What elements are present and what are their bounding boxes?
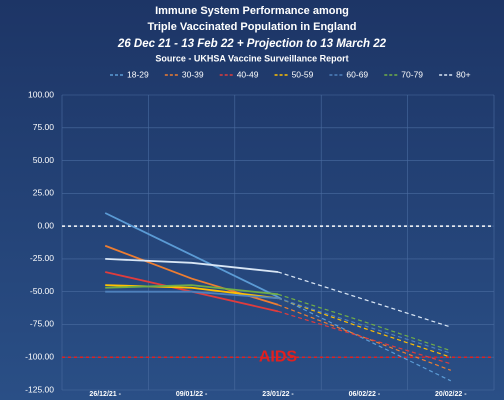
projection-line bbox=[277, 297, 451, 358]
projection-line bbox=[277, 293, 451, 352]
series-line bbox=[105, 290, 279, 300]
y-tick-label: 0.00 bbox=[37, 220, 54, 230]
legend-label: 50-59 bbox=[292, 69, 314, 79]
projection-line bbox=[277, 304, 452, 371]
reference-label: AIDS bbox=[259, 348, 298, 365]
x-tick-label: 20/02/22 - bbox=[435, 391, 467, 398]
legend-label: 80+ bbox=[456, 69, 470, 79]
legend-label: 18-29 bbox=[127, 69, 149, 79]
chart-source: Source - UKHSA Vaccine Surveillance Repo… bbox=[155, 53, 348, 63]
projection-line bbox=[277, 271, 451, 328]
series-line bbox=[104, 212, 279, 298]
chart-title: Triple Vaccinated Population in England bbox=[147, 21, 356, 33]
y-tick-label: -100.00 bbox=[25, 351, 54, 361]
x-tick-label: 06/02/22 - bbox=[349, 391, 381, 398]
x-tick-label: 26/12/21 - bbox=[89, 391, 121, 398]
projection-line bbox=[277, 310, 451, 365]
chart-subtitle: 26 Dec 21 - 13 Feb 22 + Projection to 13… bbox=[117, 38, 387, 50]
series-line bbox=[105, 257, 279, 273]
legend-label: 70-79 bbox=[401, 69, 423, 79]
x-tick-label: 23/01/22 - bbox=[262, 391, 294, 398]
y-tick-label: -75.00 bbox=[30, 319, 54, 329]
y-tick-label: 100.00 bbox=[28, 89, 54, 99]
x-tick-label: 09/01/22 - bbox=[176, 391, 208, 398]
y-tick-label: 25.00 bbox=[33, 188, 55, 198]
chart-title: Immune System Performance among bbox=[155, 5, 349, 17]
legend-label: 30-39 bbox=[182, 69, 204, 79]
legend-label: 60-69 bbox=[346, 69, 368, 79]
projection-line bbox=[277, 297, 451, 354]
y-tick-label: -25.00 bbox=[30, 253, 54, 263]
legend-label: 40-49 bbox=[237, 69, 259, 79]
y-tick-label: 50.00 bbox=[33, 155, 55, 165]
series-line bbox=[105, 284, 279, 296]
y-tick-label: -50.00 bbox=[30, 286, 54, 296]
y-tick-label: -125.00 bbox=[25, 384, 54, 394]
y-tick-label: 75.00 bbox=[33, 122, 55, 132]
